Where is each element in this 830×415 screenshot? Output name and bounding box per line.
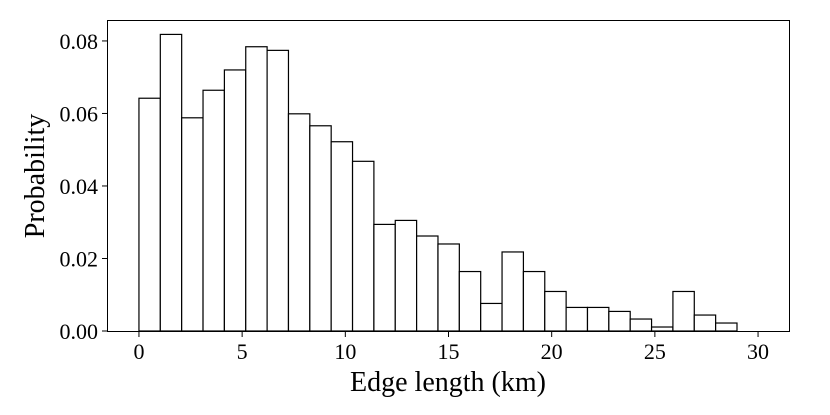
histogram-bar-19 bbox=[544, 290, 567, 332]
histogram-bar-1 bbox=[159, 33, 183, 332]
bars-group bbox=[138, 33, 738, 332]
y-tick-label: 0.06 bbox=[60, 101, 99, 126]
histogram-bar-20 bbox=[565, 306, 589, 332]
histogram-bar-18 bbox=[522, 270, 546, 332]
histogram-bar-0 bbox=[138, 97, 161, 332]
histogram-bar-8 bbox=[309, 125, 332, 332]
x-tick-label: 10 bbox=[334, 339, 356, 364]
x-axis-ticks: 0 5 10 15 20 25 30 bbox=[133, 331, 769, 364]
y-tick-label: 0.04 bbox=[60, 174, 99, 199]
histogram-bar-26 bbox=[693, 314, 717, 332]
x-tick-label: 15 bbox=[438, 339, 460, 364]
histogram-bar-13 bbox=[416, 235, 439, 332]
histogram-bar-15 bbox=[458, 270, 482, 332]
x-axis-label: Edge length (km) bbox=[350, 367, 546, 398]
histogram-bar-2 bbox=[181, 117, 204, 332]
histogram-bar-14 bbox=[437, 243, 460, 332]
histogram-bar-4 bbox=[223, 69, 247, 332]
histogram-bar-27 bbox=[715, 322, 738, 332]
histogram-bar-16 bbox=[480, 302, 503, 332]
y-tick-label: 0.02 bbox=[60, 246, 99, 271]
x-tick-label: 20 bbox=[541, 339, 563, 364]
histogram-bar-3 bbox=[202, 89, 225, 332]
histogram-bar-9 bbox=[330, 141, 354, 332]
histogram-bar-21 bbox=[586, 306, 610, 332]
x-tick-label: 0 bbox=[133, 339, 144, 364]
x-tick-label: 25 bbox=[644, 339, 666, 364]
histogram-bar-25 bbox=[672, 290, 695, 332]
histogram-bar-22 bbox=[608, 310, 631, 332]
y-tick-label: 0.00 bbox=[60, 319, 99, 344]
y-tick-label: 0.08 bbox=[60, 29, 99, 54]
histogram-bar-7 bbox=[287, 113, 311, 332]
y-axis-ticks: 0.00 0.02 0.04 0.06 0.08 bbox=[60, 29, 108, 344]
histogram-bar-11 bbox=[373, 223, 396, 332]
histogram-bar-10 bbox=[351, 160, 375, 332]
histogram-bar-17 bbox=[501, 251, 525, 332]
y-axis-label: Probability bbox=[20, 114, 51, 238]
histogram-bar-5 bbox=[245, 46, 268, 332]
x-tick-label: 5 bbox=[237, 339, 248, 364]
histogram-bar-23 bbox=[629, 318, 653, 332]
histogram-bar-12 bbox=[394, 219, 418, 332]
histogram-bar-24 bbox=[650, 326, 674, 332]
x-tick-label: 30 bbox=[747, 339, 769, 364]
histogram-bar-6 bbox=[266, 49, 290, 332]
